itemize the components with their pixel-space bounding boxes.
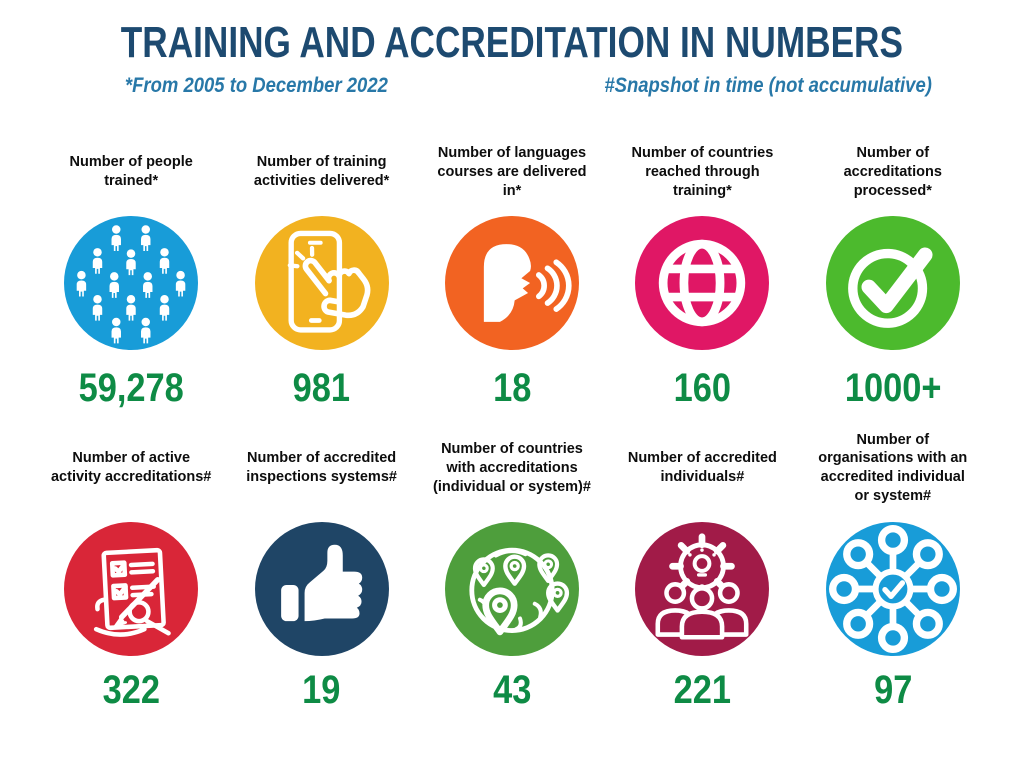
phone-tap-icon [254, 216, 389, 351]
stat-value: 160 [673, 366, 732, 411]
speaking-head-icon [444, 216, 579, 351]
stat-accreditations-processed: Number of accreditations processed* 1000… [798, 136, 988, 408]
stat-value: 18 [492, 366, 532, 411]
globe-pins-icon [444, 522, 579, 657]
footnote-right: #Snapshot in time (not accumulative) [604, 74, 932, 98]
stat-value: 981 [292, 366, 351, 411]
stat-label: Number of accreditations processed* [843, 144, 942, 199]
stat-value: 59,278 [78, 366, 184, 411]
network-hub-icon [825, 522, 960, 657]
stat-training-activities: Number of training activities delivered* [226, 136, 416, 408]
check-circle-icon [825, 216, 960, 351]
header: TRAINING AND ACCREDITATION IN NUMBERS *F… [0, 0, 1024, 98]
team-gear-icon [635, 522, 770, 657]
stat-languages: Number of languages courses are delivere… [417, 136, 607, 408]
stat-label: Number of people trained* [69, 154, 193, 190]
stat-countries-accreditations: Number of countries with accreditations … [417, 422, 607, 710]
footnote-left: *From 2005 to December 2022 [124, 74, 388, 98]
stat-value: 221 [673, 668, 732, 713]
stat-label: Number of countries with accreditations … [433, 440, 591, 495]
stat-value: 322 [102, 668, 160, 713]
stat-people-trained: Number of people trained* 59, [36, 136, 226, 408]
stat-label: Number of active activity accreditations… [50, 450, 212, 486]
stat-organisations: Number of organisations with an accredit… [798, 422, 988, 713]
stat-value: 97 [873, 668, 912, 713]
stat-active-accreditations: Number of active activity accreditations… [36, 422, 226, 710]
stat-countries-training: Number of countries reached through trai… [607, 136, 797, 408]
stat-label: Number of languages courses are delivere… [437, 144, 587, 199]
page-title: TRAINING AND ACCREDITATION IN NUMBERS [120, 18, 904, 67]
stat-value: 1000+ [844, 366, 942, 411]
checklist-hand-icon [64, 522, 199, 657]
stat-label: Number of training activities delivered* [253, 154, 390, 190]
stat-accredited-individuals: Number of accredited individuals# [607, 422, 797, 710]
stat-label: Number of countries reached through trai… [631, 144, 774, 199]
globe-icon [635, 216, 770, 351]
stat-label: Number of accredited inspections systems… [246, 450, 397, 486]
stat-value: 19 [302, 668, 341, 713]
stats-grid: Number of people trained* 59, [36, 136, 988, 710]
stat-label: Number of accredited individuals# [627, 450, 777, 486]
stat-label: Number of organisations with an accredit… [818, 431, 968, 505]
thumbs-up-icon [254, 522, 389, 657]
stat-value: 43 [492, 668, 532, 713]
footnotes: *From 2005 to December 2022 #Snapshot in… [0, 74, 1024, 98]
people-crowd-icon [64, 216, 199, 351]
stat-inspection-systems: Number of accredited inspections systems… [226, 422, 416, 710]
